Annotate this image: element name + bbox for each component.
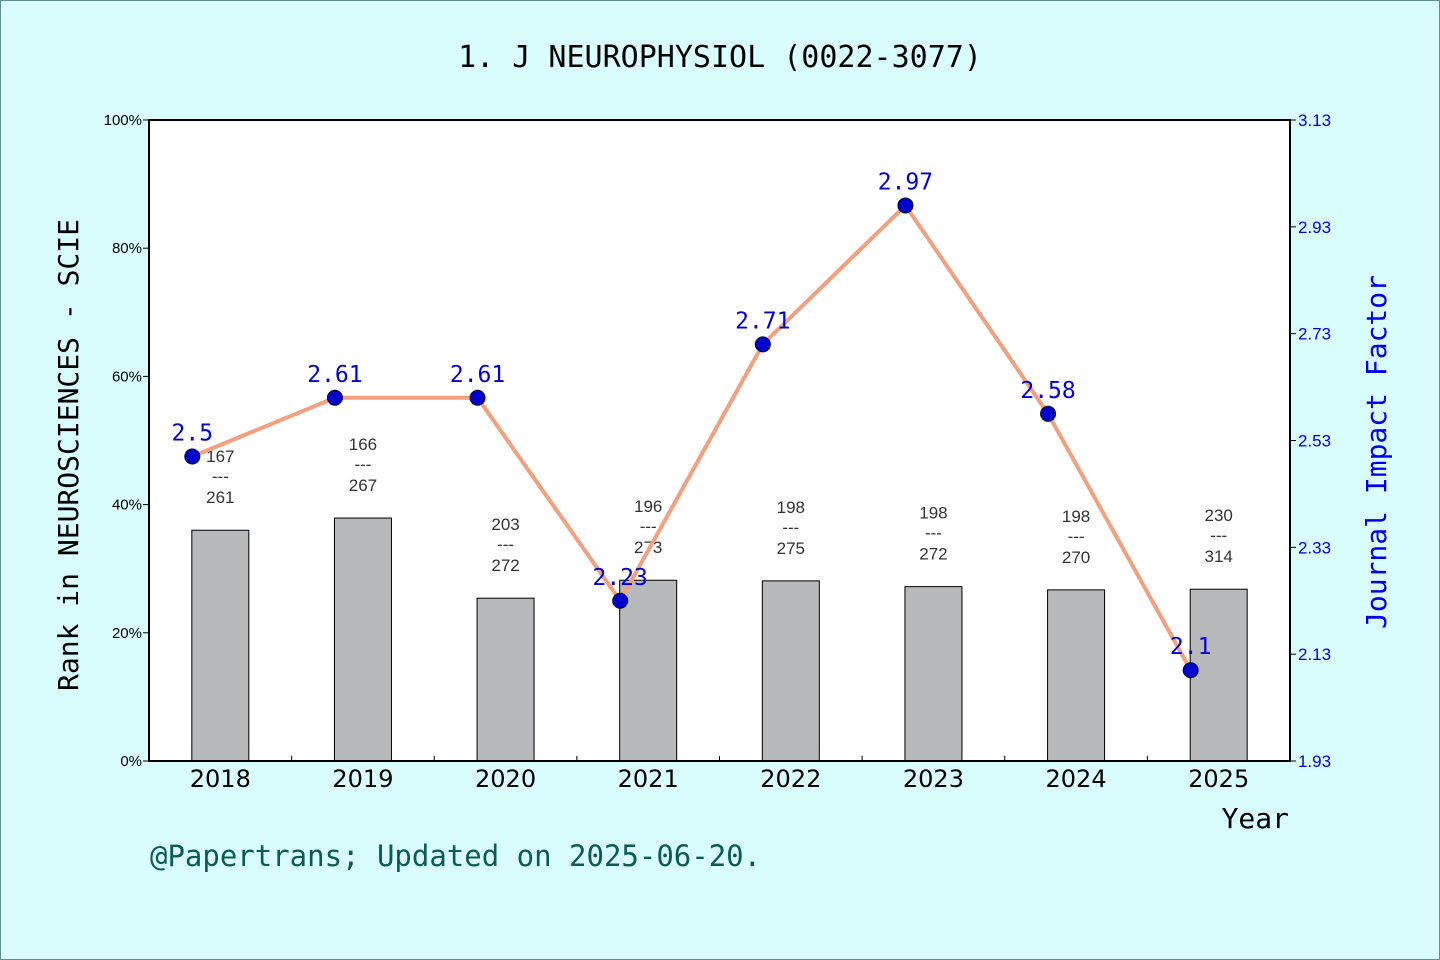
impact-factor-label: 2.61	[307, 362, 362, 388]
rank-total-label: 267	[349, 476, 377, 495]
rank-value-label: 230	[1205, 506, 1233, 525]
impact-factor-label: 2.23	[592, 565, 647, 591]
left-axis-label: Rank in NEUROSCIENCES - SCIE	[52, 219, 85, 691]
right-tick-label: 2.73	[1298, 325, 1331, 344]
bar	[1189, 588, 1248, 762]
rank-labels: 167---261166---267203---272196---273198-…	[206, 435, 1233, 575]
rank-value-label: 196	[634, 497, 662, 516]
x-axis-label: Year	[1222, 802, 1289, 835]
rank-value-label: 198	[1062, 507, 1090, 526]
rank-separator-label: ---	[497, 535, 514, 554]
plot-area	[149, 120, 1290, 761]
rank-total-label: 314	[1205, 547, 1233, 566]
impact-factor-label: 2.71	[735, 308, 790, 334]
left-tick-label: 80%	[112, 240, 142, 257]
impact-factor-point	[897, 197, 914, 214]
x-tick-label: 2020	[475, 765, 536, 793]
left-tick-label: 100%	[104, 112, 142, 129]
rank-value-label: 198	[777, 498, 805, 517]
left-tick-label: 40%	[112, 497, 142, 514]
chart-title: 1. J NEUROPHYSIOL (0022-3077)	[458, 40, 982, 75]
rank-separator-label: ---	[1210, 526, 1227, 545]
bar	[333, 517, 392, 762]
left-tick-label: 20%	[112, 625, 142, 642]
rank-total-label: 272	[919, 545, 947, 564]
rank-value-label: 198	[919, 504, 947, 523]
impact-factor-label: 2.58	[1020, 378, 1075, 404]
impact-factor-point	[1040, 405, 1057, 422]
rank-value-label: 167	[206, 447, 234, 466]
impact-factor-point	[469, 389, 486, 406]
x-tick-label: 2021	[618, 765, 679, 793]
impact-factor-point	[1182, 662, 1199, 679]
right-tick-label: 2.53	[1298, 432, 1331, 451]
x-axis: 2018 2019 2020 2021 2022 2023 2024 2025	[190, 756, 1249, 793]
rank-separator-label: ---	[925, 524, 942, 543]
x-tick-label: 2023	[903, 765, 964, 793]
rank-total-label: 272	[491, 556, 519, 575]
left-axis: 0% 20% 40% 60% 80% 100%	[104, 112, 149, 770]
left-tick-label: 60%	[112, 368, 142, 385]
right-tick-label: 3.13	[1298, 111, 1331, 130]
rank-separator-label: ---	[782, 518, 799, 537]
impact-factor-series: 2.5 2.61 2.61 2.23 2.71 2.97 2.58 2.1	[172, 169, 1212, 679]
bar	[191, 529, 250, 762]
rank-separator-label: ---	[1068, 527, 1085, 546]
impact-factor-point	[612, 592, 629, 609]
right-tick-label: 2.13	[1298, 645, 1331, 664]
x-tick-label: 2022	[760, 765, 821, 793]
right-tick-label: 2.33	[1298, 538, 1331, 557]
x-tick-label: 2019	[332, 765, 393, 793]
rank-total-label: 275	[777, 539, 805, 558]
rank-separator-label: ---	[212, 467, 229, 486]
rank-total-label: 261	[206, 488, 234, 507]
impact-factor-label: 2.61	[450, 362, 505, 388]
impact-factor-line	[190, 203, 1193, 673]
rank-separator-label: ---	[640, 517, 657, 536]
rank-value-label: 166	[349, 435, 377, 454]
rank-total-label: 270	[1062, 548, 1090, 567]
x-tick-label: 2025	[1188, 765, 1249, 793]
right-tick-label: 1.93	[1298, 752, 1331, 771]
right-axis-label: Journal Impact Factor	[1360, 275, 1393, 629]
bar	[476, 597, 535, 762]
right-axis: 1.93 2.13 2.33 2.53 2.73 2.93 3.13	[1290, 111, 1331, 771]
rank-value-label: 203	[491, 515, 519, 534]
x-tick-label: 2018	[190, 765, 251, 793]
rank-separator-label: ---	[354, 455, 371, 474]
left-tick-label: 0%	[120, 753, 142, 770]
right-tick-label: 2.93	[1298, 218, 1331, 237]
footer-note: @Papertrans; Updated on 2025-06-20.	[150, 839, 761, 873]
impact-factor-label: 2.5	[172, 421, 214, 447]
bar	[1047, 589, 1106, 762]
x-tick-label: 2024	[1046, 765, 1107, 793]
bar	[904, 586, 963, 762]
bar	[761, 580, 820, 762]
impact-factor-point	[326, 389, 343, 406]
bar	[619, 579, 678, 762]
impact-factor-label: 2.97	[878, 169, 933, 195]
impact-factor-point	[184, 448, 201, 465]
impact-factor-point	[754, 336, 771, 353]
impact-factor-label: 2.1	[1170, 634, 1212, 660]
